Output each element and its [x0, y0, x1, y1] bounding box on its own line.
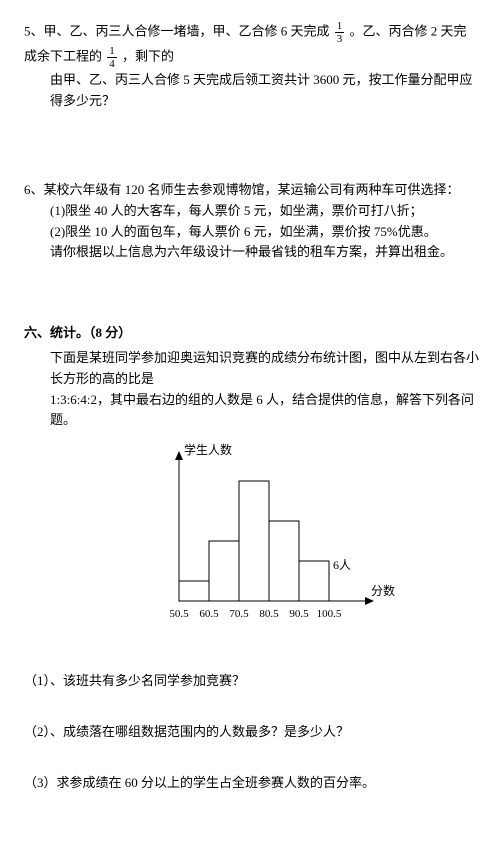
frac-num: 1 [335, 20, 345, 33]
spacer [24, 120, 479, 180]
svg-text:100.5: 100.5 [317, 608, 342, 620]
frac-den: 3 [335, 33, 345, 45]
question-2: （2）、成绩落在哪组数据范围内的人数最多？是多少人？ [24, 722, 479, 743]
problem-6: 6、某校六年级有 120 名师生去参观博物馆，某运输公司有两种车可供选择： (1… [24, 180, 479, 263]
p5-line2: 由甲、乙、丙三人合修 5 天完成后领工资共计 3600 元，按工作量分配甲应得多… [24, 70, 479, 112]
p6-l3: (2)限坐 10 人的面包车，每人票价 6 元，如坐满，票价按 75%优惠。 [24, 222, 479, 243]
svg-text:90.5: 90.5 [289, 608, 309, 620]
svg-text:70.5: 70.5 [229, 608, 249, 620]
p6-l2: (1)限坐 40 人的大客车，每人票价 5 元，如坐满，票价可打八折； [24, 201, 479, 222]
histogram-chart: 学生人数分数 6人 50.5 60.5 70.5 80.5 90.5 100.5 [124, 441, 479, 641]
fraction-1-4: 1 4 [107, 45, 117, 70]
frac-num: 1 [107, 45, 117, 58]
frac-den: 4 [107, 58, 117, 70]
desc2: 1:3:6:4:2，其中最右边的组的人数是 6 人，结合提供的信息，解答下列各问… [50, 392, 474, 428]
desc1: 下面是某班同学参加迎奥运知识竞赛的成绩分布统计图，图中从左到右各小长方形的高的比… [50, 350, 479, 386]
p6-l1: 6、某校六年级有 120 名师生去参观博物馆，某运输公司有两种车可供选择： [24, 180, 479, 201]
svg-text:80.5: 80.5 [259, 608, 279, 620]
p5-text-c: ，剩下的 [122, 49, 174, 64]
section-6-title: 六、统计。（8 分） [24, 323, 479, 344]
svg-text:60.5: 60.5 [199, 608, 219, 620]
svg-text:6人: 6人 [333, 558, 351, 572]
fraction-1-3: 1 3 [335, 20, 345, 45]
svg-text:50.5: 50.5 [169, 608, 189, 620]
problem-5: 5、甲、乙、丙三人合修一堵墙，甲、乙合修 6 天完成 1 3 。乙、丙合修 2 … [24, 20, 479, 112]
p5-text-a: 5、甲、乙、丙三人合修一堵墙，甲、乙合修 6 天完成 [24, 24, 330, 39]
section-6-desc: 下面是某班同学参加迎奥运知识竞赛的成绩分布统计图，图中从左到右各小长方形的高的比… [24, 348, 479, 431]
question-1: （1）、该班共有多少名同学参加竞赛？ [24, 671, 479, 692]
chart-svg: 学生人数分数 6人 50.5 60.5 70.5 80.5 90.5 100.5 [124, 441, 404, 641]
p6-l4: 请你根据以上信息为六年级设计一种最省钱的租车方案，并算出租金。 [24, 242, 479, 263]
svg-text:学生人数: 学生人数 [184, 442, 232, 457]
question-3: （3）求参成绩在 60 分以上的学生占全班参赛人数的百分率。 [24, 773, 479, 794]
svg-text:分数: 分数 [371, 583, 395, 598]
